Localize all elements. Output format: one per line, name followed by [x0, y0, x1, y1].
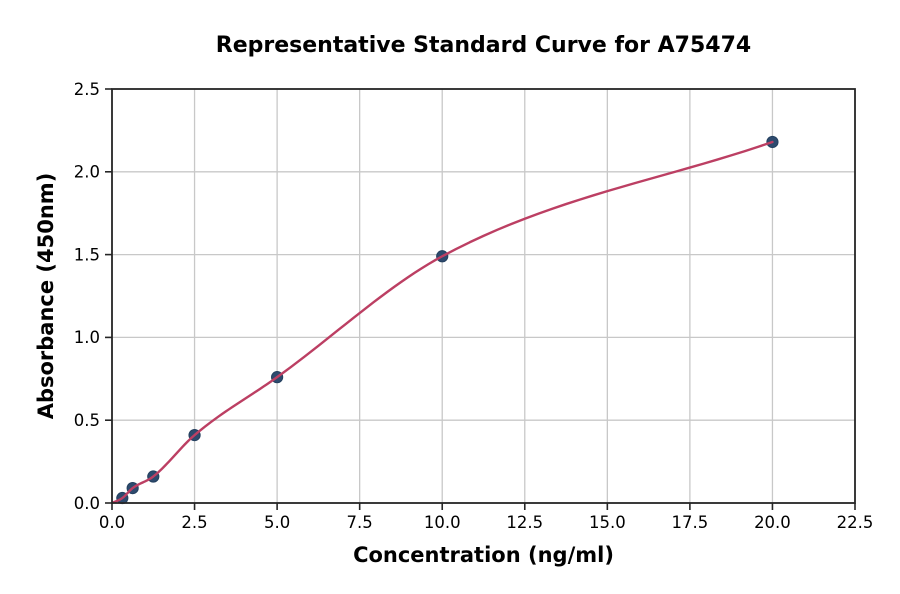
x-tick-label: 17.5 [672, 513, 709, 532]
y-tick-label: 1.5 [74, 245, 100, 264]
x-tick-label: 5.0 [264, 513, 290, 532]
y-tick-label: 0.5 [74, 411, 100, 430]
x-tick-label: 0.0 [99, 513, 125, 532]
x-tick-label: 2.5 [181, 513, 207, 532]
y-tick-label: 1.0 [74, 328, 100, 347]
x-tick-label: 15.0 [589, 513, 626, 532]
y-tick-label: 2.0 [74, 163, 100, 182]
x-tick-label: 10.0 [424, 513, 461, 532]
x-tick-label: 20.0 [754, 513, 791, 532]
plot-border [111, 88, 856, 504]
x-axis-label: Concentration (ng/ml) [353, 543, 614, 567]
x-tick-label: 12.5 [506, 513, 543, 532]
x-tick-label: 22.5 [837, 513, 874, 532]
x-tick-label: 7.5 [347, 513, 373, 532]
chart-title: Representative Standard Curve for A75474 [215, 33, 752, 58]
y-tick-label: 0.0 [74, 494, 100, 513]
y-tick-label: 2.5 [74, 80, 100, 99]
fit-curve-line [110, 140, 774, 505]
